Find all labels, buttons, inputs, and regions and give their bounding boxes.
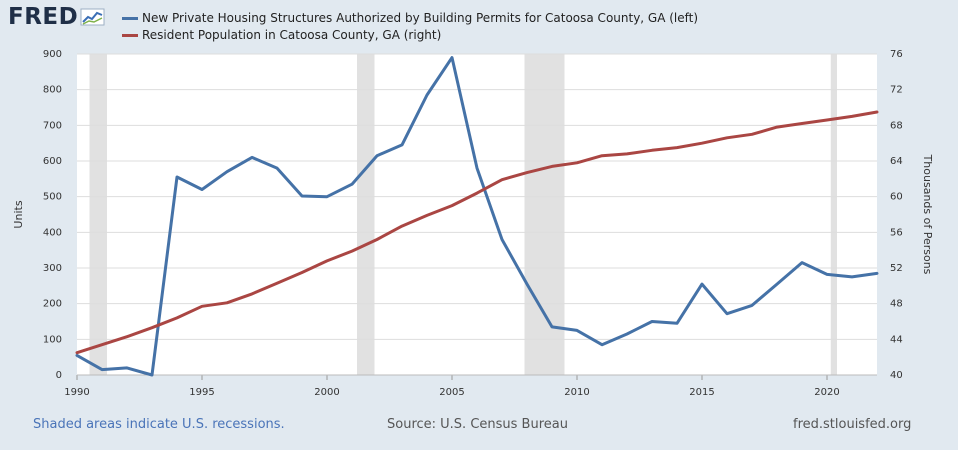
y-right-tick-label: 72 [890,85,903,96]
y-axis-left-label: Units [12,200,25,228]
y-left-tick-label: 400 [43,227,62,238]
series-line-population [75,110,879,355]
x-tick-label: 2005 [439,387,464,398]
legend-label-permits: New Private Housing Structures Authorize… [142,11,699,25]
series-lines [75,56,879,377]
y-left-tick-label: 200 [43,299,62,310]
series-line-permits [75,56,879,377]
y-right-tick-label: 56 [890,227,903,238]
fred-graph-icon [80,8,105,26]
fred-logo-text: FRED [8,4,79,30]
y-axis-right-label: Thousands of Persons [921,154,934,275]
tick-labels: 0 100 200 300 400 500 600 700 800 900 40 44 48 52 56 60… [43,49,903,398]
recession-band [89,54,107,375]
y-right-tick-label: 48 [890,299,903,310]
y-right-tick-label: 40 [890,370,903,381]
legend-item-population: Resident Population in Catoosa County, G… [122,27,698,44]
x-tick-label: 2000 [314,387,339,398]
y-left-tick-label: 900 [43,49,62,60]
legend-swatch-permits [122,17,138,20]
y-left-tick-label: 800 [43,85,62,96]
y-right-tick-label: 76 [890,49,903,60]
legend-label-population: Resident Population in Catoosa County, G… [142,28,442,42]
y-left-tick-label: 300 [43,263,62,274]
fred-logo[interactable]: FRED [8,4,106,30]
y-right-tick-label: 68 [890,120,903,131]
recession-note: Shaded areas indicate U.S. recessions. [33,417,285,432]
x-tick-label: 1995 [189,387,214,398]
recession-shading [89,54,837,375]
y-left-tick-label: 700 [43,120,62,131]
recession-band [830,54,837,375]
y-right-tick-label: 64 [890,156,903,167]
recession-band [524,54,565,375]
y-right-tick-label: 52 [890,263,903,274]
x-tick-label: 2015 [689,387,714,398]
source-note: Source: U.S. Census Bureau [387,417,568,432]
legend: New Private Housing Structures Authorize… [122,10,698,44]
legend-swatch-population [122,34,138,37]
y-left-tick-label: 100 [43,334,62,345]
y-left-tick-label: 600 [43,156,62,167]
grid [76,53,877,380]
x-tick-label: 2020 [814,387,839,398]
recession-band [357,54,375,375]
y-left-tick-label: 500 [43,192,62,203]
y-right-tick-label: 44 [890,334,903,345]
y-left-tick-label: 0 [56,370,62,381]
x-tick-label: 2010 [564,387,589,398]
site-link[interactable]: fred.stlouisfed.org [793,417,912,432]
y-right-tick-label: 60 [890,192,903,203]
legend-item-permits: New Private Housing Structures Authorize… [122,10,698,27]
plot-area [77,54,877,375]
x-tick-label: 1990 [64,387,89,398]
